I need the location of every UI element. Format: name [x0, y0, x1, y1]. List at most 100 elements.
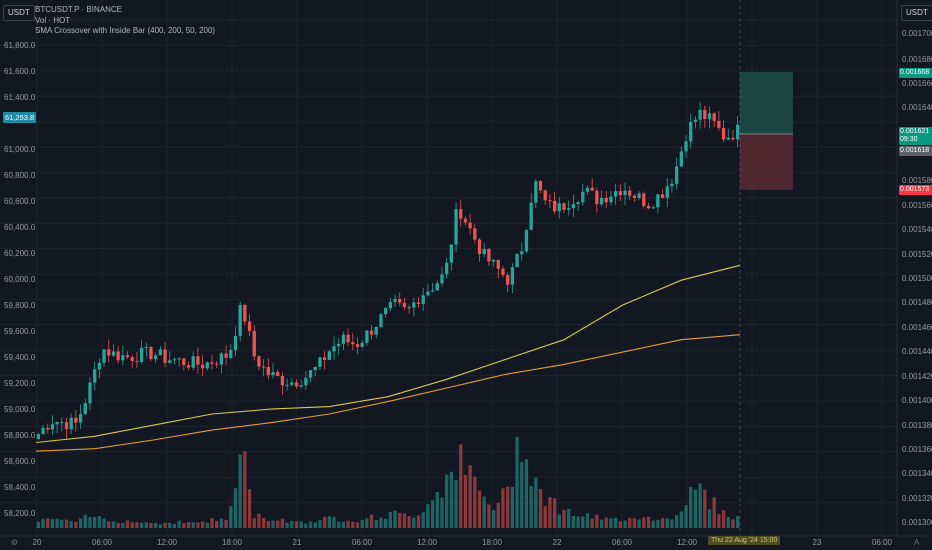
candle-body: [163, 349, 167, 363]
candle-body: [412, 302, 416, 308]
settings-icon[interactable]: ⚙: [11, 538, 19, 547]
volume-bar: [271, 520, 275, 528]
volume-bar: [88, 517, 92, 528]
volume-bar: [327, 516, 331, 528]
volume-bar: [656, 519, 660, 528]
volume-bar: [158, 524, 163, 528]
volume-bar: [595, 514, 599, 528]
volume-bar: [679, 511, 683, 528]
candle-body: [501, 268, 505, 276]
currency-button-left[interactable]: USDT: [3, 5, 35, 21]
candle-body: [111, 351, 116, 356]
volume-bar: [337, 521, 341, 528]
candle-body: [93, 369, 97, 383]
candle-body: [510, 267, 515, 285]
candle-body: [46, 427, 50, 430]
volume-bar: [430, 500, 435, 528]
time-axis-label: 06:00: [611, 538, 633, 547]
volume-bar: [501, 488, 505, 528]
time-axis-label: 12:00: [156, 538, 178, 547]
left-axis-label: 61,400.0: [4, 93, 36, 102]
candle-body: [327, 351, 331, 360]
volume-bar: [721, 510, 726, 528]
volume-bar: [182, 523, 186, 528]
candle-body: [707, 113, 712, 119]
candle-body: [355, 344, 360, 347]
candle-body: [116, 351, 120, 361]
candle-body: [426, 291, 430, 296]
candle-body: [613, 191, 618, 197]
candle-body: [402, 302, 407, 308]
volume-bar: [477, 490, 482, 528]
candle-body: [158, 349, 163, 356]
volume-bar: [534, 477, 538, 528]
candle-body: [78, 414, 83, 423]
volume-bar: [388, 511, 392, 528]
volume-bar: [116, 522, 120, 528]
currency-button-right[interactable]: USDT: [901, 5, 932, 21]
legend-symbol[interactable]: BTCUSDT.P · BINANCE: [35, 5, 122, 14]
candle-body: [102, 349, 106, 363]
volume-bar: [440, 497, 444, 528]
time-axis-label: 22: [552, 538, 562, 547]
volume-bar: [576, 516, 580, 528]
time-axis-label: 12:00: [676, 538, 698, 547]
volume-bar: [412, 517, 416, 528]
candle-body: [308, 370, 313, 378]
volume-bar: [515, 436, 519, 528]
volume-bar: [177, 520, 181, 528]
candle-body: [88, 382, 92, 404]
volume-bar: [322, 516, 327, 528]
candle-body: [477, 239, 482, 255]
candle-body: [341, 334, 346, 344]
volume-bar: [628, 517, 632, 528]
candle-body: [271, 372, 275, 376]
volume-bar: [506, 486, 510, 528]
candle-body: [313, 366, 317, 371]
candle-body: [369, 330, 374, 335]
candle-body: [229, 350, 233, 358]
candle-body: [590, 187, 594, 191]
volume-bar: [482, 496, 486, 528]
volume-bar: [731, 519, 735, 528]
candle-body: [139, 347, 144, 362]
candle-body: [529, 202, 533, 230]
volume-bar: [491, 510, 496, 528]
candle-body: [679, 151, 683, 167]
volume-bar: [599, 519, 604, 528]
candle-body: [83, 403, 87, 415]
candle-body: [130, 357, 134, 361]
candle-body: [604, 197, 608, 203]
candle-body: [322, 357, 327, 360]
volume-bar: [689, 487, 693, 528]
candle-body: [125, 355, 130, 358]
legend-indicator[interactable]: SMA Crossover with Inside Bar (400, 200,…: [35, 26, 216, 35]
stop-loss-price-tag: 0.001573: [899, 185, 932, 195]
candle-body: [524, 229, 529, 252]
auto-scale-icon[interactable]: A: [914, 538, 920, 547]
volume-bar: [660, 518, 665, 528]
take-profit-price-tag: 0.001668: [899, 68, 932, 78]
candle-body: [557, 203, 561, 212]
candle-body: [421, 295, 425, 304]
volume-bar: [163, 522, 167, 528]
volume-bar: [416, 515, 421, 528]
candle-body: [215, 363, 219, 365]
candle-body: [726, 137, 730, 140]
candle-body: [55, 422, 59, 425]
volume-bar: [135, 522, 139, 528]
candle-body: [534, 181, 538, 203]
volume-bar: [78, 518, 83, 528]
left-axis-label: 60,600.0: [4, 197, 36, 206]
candle-body: [609, 196, 613, 203]
legend-volume[interactable]: Vol · HOT: [35, 15, 71, 25]
candle-body: [430, 290, 435, 292]
volume-bar: [632, 518, 637, 528]
left-current-price-tag: 61,253.8: [3, 112, 37, 123]
candle-body: [233, 335, 238, 351]
volume-bar: [341, 521, 346, 528]
